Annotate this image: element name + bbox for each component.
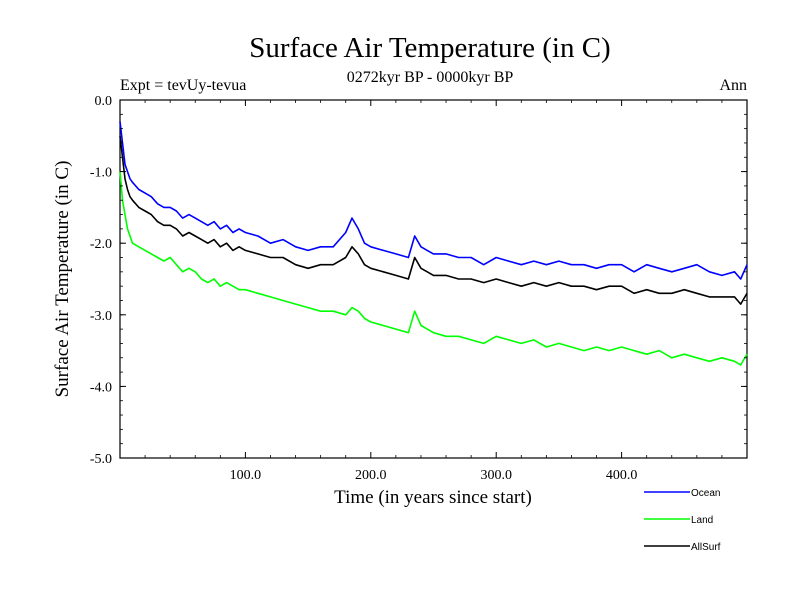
legend: Ocean Land AllSurf — [644, 488, 721, 553]
series-line-ocean — [119, 121, 748, 280]
y-tick-label: -2.0 — [90, 237, 112, 252]
x-axis-label: Time (in years since start) — [334, 487, 532, 508]
axis-layer: 0.0 -1.0 -2.0 -3.0 -4.0 -5.0 100.0 200.0 300.0 40… — [90, 94, 747, 483]
y-tick-label: -4.0 — [90, 380, 112, 395]
series-line-allsurf — [119, 135, 748, 305]
legend-label-land: Land — [691, 515, 713, 526]
chart-subtitle: 0272kyr BP - 0000kyr BP — [347, 69, 514, 86]
period-label: Ann — [719, 77, 747, 94]
y-tick-label: -3.0 — [90, 309, 112, 324]
y-tick-label: 0.0 — [95, 94, 113, 109]
x-tick-label: 300.0 — [480, 468, 512, 483]
series-layer — [119, 121, 748, 366]
legend-label-ocean: Ocean — [691, 488, 720, 499]
x-tick-label: 400.0 — [606, 468, 638, 483]
plot-frame — [119, 99, 748, 459]
y-tick-label: -1.0 — [90, 166, 112, 181]
chart-title: Surface Air Temperature (in C) — [249, 32, 610, 64]
x-tick-label: 200.0 — [355, 468, 387, 483]
experiment-label: Expt = tevUy-tevua — [120, 77, 246, 94]
legend-label-allsurf: AllSurf — [691, 542, 721, 553]
x-tick-label: 100.0 — [230, 468, 262, 483]
y-axis-label: Surface Air Temperature (in C) — [52, 161, 73, 398]
series-line-land — [119, 171, 748, 366]
y-tick-label: -5.0 — [90, 452, 112, 467]
